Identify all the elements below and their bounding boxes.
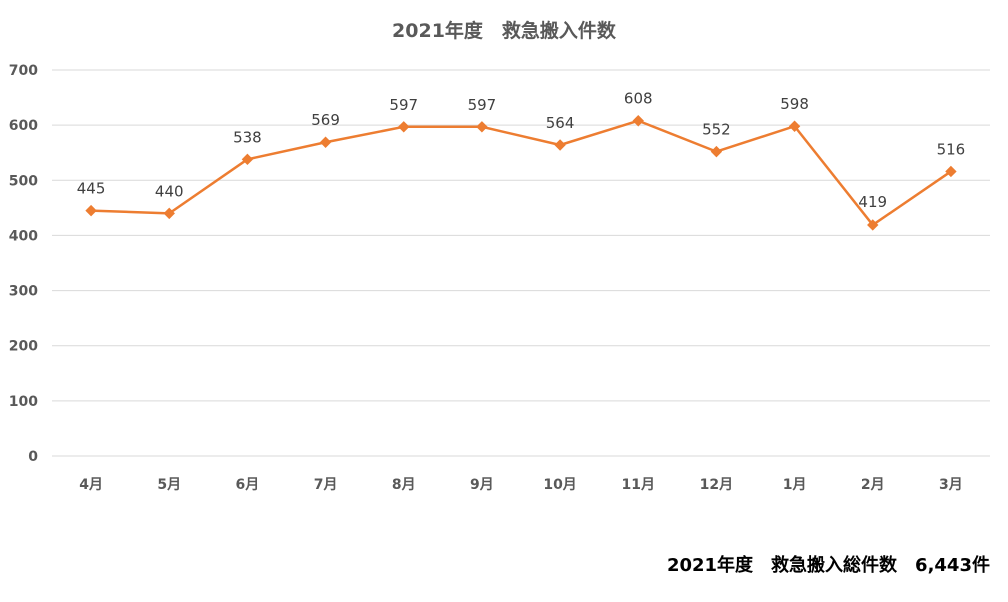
x-tick-label: 9月 <box>470 477 494 493</box>
series-markers <box>85 115 957 231</box>
series-line-path <box>91 119 952 227</box>
data-point-marker <box>632 115 644 127</box>
data-label: 445 <box>77 180 106 198</box>
gridlines <box>52 69 990 457</box>
x-tick-label: 8月 <box>392 477 416 493</box>
data-point-marker <box>241 153 254 166</box>
data-point-marker <box>163 207 175 220</box>
x-tick-label: 5月 <box>157 477 181 493</box>
data-label: 569 <box>311 111 340 129</box>
data-label: 597 <box>468 96 497 114</box>
data-point-marker <box>788 120 801 132</box>
data-label: 538 <box>233 128 262 146</box>
y-tick-label: 100 <box>9 394 38 410</box>
y-tick-label: 400 <box>9 228 38 244</box>
x-axis-ticks: 4月 5月 6月 7月 8月 9月 10月 11月 12月 1月 2月 3月 <box>79 477 963 493</box>
y-tick-label: 0 <box>28 449 38 465</box>
data-point-marker <box>710 145 723 158</box>
y-tick-label: 600 <box>9 118 38 134</box>
y-tick-label: 500 <box>9 173 38 189</box>
data-label: 552 <box>702 121 731 139</box>
y-axis-ticks: 0 100 200 300 400 500 600 700 <box>9 63 38 465</box>
data-point-marker <box>476 121 488 133</box>
data-label: 598 <box>780 95 809 113</box>
x-tick-label: 4月 <box>79 477 103 493</box>
data-point-marker <box>85 204 97 217</box>
x-tick-label: 11月 <box>622 477 655 493</box>
data-point-marker <box>319 136 332 148</box>
y-tick-label: 700 <box>9 63 38 79</box>
data-label: 608 <box>624 90 653 108</box>
data-labels: 445 440 538 569 597 597 564 608 552 598 419 516 <box>77 90 965 211</box>
data-point-marker <box>554 139 566 151</box>
x-tick-label: 12月 <box>700 477 733 493</box>
x-tick-label: 7月 <box>314 477 338 493</box>
data-label: 419 <box>858 193 887 211</box>
data-point-marker <box>398 121 410 133</box>
series-line <box>91 119 952 227</box>
y-tick-label: 200 <box>9 339 38 355</box>
x-tick-label: 6月 <box>236 477 260 493</box>
data-label: 597 <box>389 96 418 114</box>
data-point-marker <box>867 219 879 231</box>
data-label: 440 <box>155 182 184 200</box>
total-count-caption: 2021年度 救急搬入総件数 6,443件 <box>666 555 990 576</box>
data-label: 564 <box>546 114 575 132</box>
data-point-marker <box>945 165 957 178</box>
x-tick-label: 1月 <box>783 477 807 493</box>
chart-title: 2021年度 救急搬入件数 <box>392 20 616 42</box>
x-tick-label: 10月 <box>543 477 576 493</box>
x-tick-label: 3月 <box>939 477 963 493</box>
y-tick-label: 300 <box>9 284 38 300</box>
data-label: 516 <box>937 140 966 158</box>
x-tick-label: 2月 <box>861 477 885 493</box>
